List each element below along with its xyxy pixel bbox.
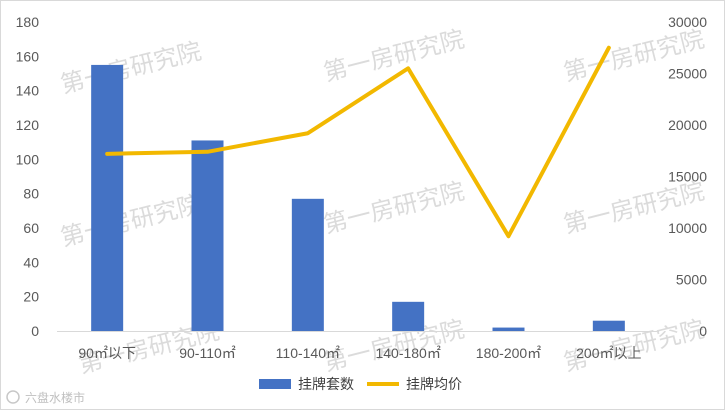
bar (392, 301, 425, 331)
left-tick-label: 60 (23, 220, 39, 236)
x-axis-labels: 90㎡以下 90-110㎡ 110-140㎡ 140-180㎡ 180-200㎡ 200㎡… (78, 345, 641, 361)
right-tick-label: 5000 (676, 272, 707, 288)
left-tick-label: 80 (23, 186, 39, 202)
price-line-series (105, 45, 611, 239)
left-tick-label: 20 (23, 289, 39, 305)
legend-bar-label: 挂牌套数 (298, 376, 354, 393)
category-label: 180-200㎡ (476, 345, 541, 361)
bar (91, 64, 124, 331)
right-tick-label: 30000 (668, 14, 707, 30)
category-label: 90㎡以下 (78, 345, 136, 361)
legend: 挂牌套数 挂牌均价 (259, 376, 462, 393)
category-label: 90-110㎡ (179, 345, 236, 361)
bar (492, 327, 525, 331)
left-axis: 0 20 40 60 80 100 120 140 160 180 (16, 14, 40, 339)
source-logo-icon (6, 390, 20, 404)
bar (191, 140, 224, 331)
right-tick-label: 0 (699, 323, 707, 339)
right-axis: 0 5000 10000 15000 20000 25000 30000 (668, 14, 707, 339)
source-label: 六盘水楼市 (25, 390, 85, 405)
category-label: 110-140㎡ (276, 345, 340, 361)
left-tick-label: 0 (31, 323, 39, 339)
bar-series (91, 64, 625, 331)
left-tick-label: 40 (23, 254, 39, 270)
source-mark: 六盘水楼市 (6, 390, 85, 405)
right-tick-label: 25000 (668, 66, 707, 82)
left-tick-label: 140 (16, 83, 40, 99)
left-tick-label: 160 (16, 48, 40, 64)
category-label: 140-180㎡ (375, 345, 440, 361)
left-tick-label: 100 (16, 151, 40, 167)
right-tick-label: 10000 (668, 220, 707, 236)
bar (291, 198, 324, 331)
watermark-text: 第一房研究院 (58, 190, 204, 252)
category-label: 200㎡以上 (576, 345, 641, 361)
right-tick-label: 20000 (668, 117, 707, 133)
left-tick-label: 180 (16, 14, 40, 30)
watermark-text: 第一房研究院 (58, 37, 204, 99)
watermark-text: 第一房研究院 (321, 177, 467, 239)
bar (592, 320, 625, 331)
legend-line-label: 挂牌均价 (406, 376, 462, 393)
legend-bar-swatch (259, 379, 291, 389)
right-tick-label: 15000 (668, 169, 707, 185)
left-tick-label: 120 (16, 117, 40, 133)
